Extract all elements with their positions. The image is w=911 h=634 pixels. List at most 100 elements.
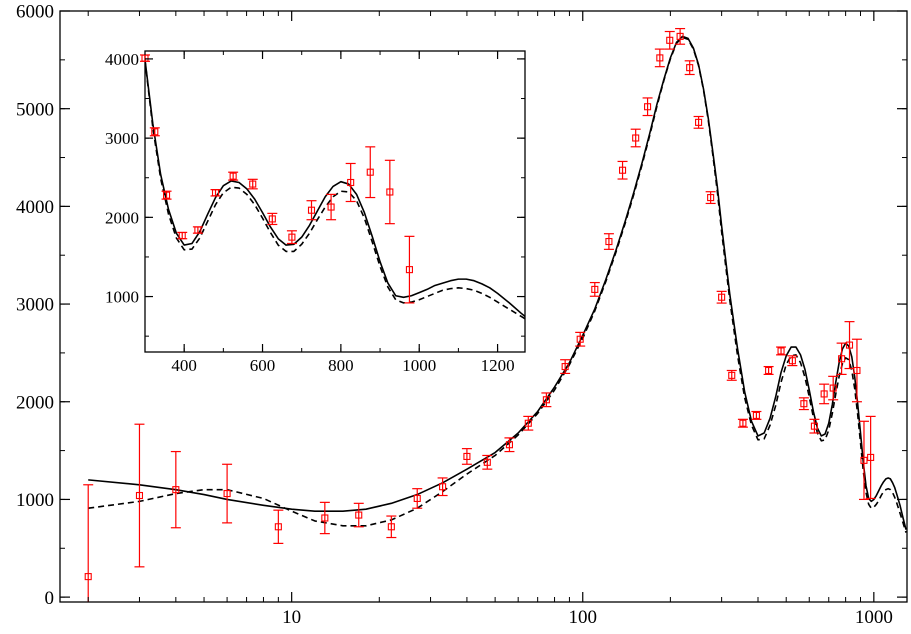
main-data-point <box>560 359 571 375</box>
main-marker <box>591 285 599 293</box>
main-data-point <box>809 418 820 434</box>
main-data-point <box>865 415 876 500</box>
inset-chart: 400 600 800 1000 1200 1000 2000 3000 4000 <box>105 50 526 375</box>
main-data-point <box>858 420 869 501</box>
inset-frame <box>144 50 526 353</box>
main-marker <box>666 36 674 44</box>
main-marker <box>483 458 491 466</box>
inset-data-point <box>247 178 258 190</box>
inset-data-point <box>345 162 356 203</box>
inset-data-point <box>384 159 395 225</box>
inset-marker <box>347 178 355 187</box>
main-marker <box>413 494 421 503</box>
main-marker <box>172 486 180 494</box>
inset-data-point <box>149 127 160 137</box>
main-data-point <box>386 515 397 539</box>
main-x-tick-label: 100 <box>569 607 598 628</box>
main-y-tick-label: 5000 <box>16 99 54 120</box>
main-marker <box>524 419 532 427</box>
main-marker <box>135 491 144 500</box>
main-data-point <box>684 60 695 76</box>
main-marker <box>505 441 514 449</box>
main-marker <box>788 357 796 365</box>
inset-x-tick-label: 600 <box>250 356 276 375</box>
main-data-point <box>836 342 847 375</box>
inset-data-point <box>177 231 188 240</box>
inset-data-point <box>161 190 172 200</box>
main-data-point <box>716 290 727 304</box>
inset-data-point <box>404 235 415 304</box>
main-marker <box>718 293 726 301</box>
main-marker <box>387 523 395 531</box>
main-data-point <box>630 128 641 148</box>
main-data-point <box>851 338 862 403</box>
inset-dashed-curve <box>145 60 525 320</box>
inset-marker <box>366 168 374 176</box>
main-marker <box>656 54 664 62</box>
inset-data-point <box>140 54 150 62</box>
main-data-point <box>693 115 704 129</box>
main-data-point <box>461 448 472 465</box>
inset-data-point <box>267 212 278 226</box>
main-y-tick-label: 2000 <box>16 392 54 413</box>
main-marker <box>644 103 652 111</box>
main-data-point <box>819 383 830 405</box>
main-data-point <box>726 369 737 381</box>
inset-marker <box>405 266 413 274</box>
main-marker <box>838 355 846 363</box>
main-data-point <box>523 415 534 431</box>
main-marker <box>274 523 282 531</box>
main-marker <box>632 134 640 142</box>
main-data-point <box>589 281 600 297</box>
main-data-point <box>437 477 448 497</box>
main-marker <box>676 32 684 40</box>
main-y-tick-label: 0 <box>45 588 55 609</box>
main-marker <box>829 384 837 392</box>
main-data-point <box>617 160 628 180</box>
main-marker <box>810 422 818 430</box>
main-marker <box>355 511 363 519</box>
main-marker <box>695 118 703 126</box>
main-marker <box>765 366 773 375</box>
main-dashed-curve <box>88 36 907 533</box>
main-marker <box>561 363 569 371</box>
inset-marker <box>288 233 296 241</box>
inset-x-tick-label: 800 <box>328 356 354 375</box>
main-data-point <box>776 346 787 356</box>
inset-data-point <box>286 230 297 245</box>
inset-x-tick-label: 400 <box>171 356 197 375</box>
main-data-point <box>763 365 774 375</box>
main-data-point <box>751 410 762 420</box>
inset-marker <box>162 191 171 199</box>
inset-data-point <box>326 193 337 221</box>
main-marker <box>463 452 471 460</box>
inset-y-tick-label: 4000 <box>105 50 139 69</box>
inset-y-tick-label: 3000 <box>105 129 139 148</box>
main-marker <box>439 483 447 491</box>
main-data-point <box>541 392 552 408</box>
inset-marker <box>268 215 276 223</box>
main-data-point <box>504 437 515 453</box>
main-y-tick-label: 6000 <box>16 2 54 23</box>
main-data-point <box>787 355 798 367</box>
main-data-point <box>319 501 330 535</box>
main-data-point <box>170 450 181 529</box>
main-axes: 10 100 1000 0 1000 2000 3000 4000 5000 6000 <box>16 2 907 628</box>
main-marker <box>752 411 760 419</box>
main-marker <box>618 166 627 174</box>
main-marker <box>820 390 828 398</box>
inset-data-point <box>228 171 239 181</box>
main-marker <box>542 396 550 404</box>
main-marker <box>321 514 329 522</box>
main-data-point <box>798 397 809 411</box>
inset-data-point <box>306 200 317 221</box>
main-marker <box>739 419 747 427</box>
inset-marker <box>307 206 316 214</box>
main-marker <box>860 456 868 464</box>
inset-marker <box>327 203 335 211</box>
main-marker <box>777 347 785 355</box>
main-data-point <box>603 233 614 250</box>
inset-marker <box>229 172 237 180</box>
main-data-point <box>412 488 423 509</box>
